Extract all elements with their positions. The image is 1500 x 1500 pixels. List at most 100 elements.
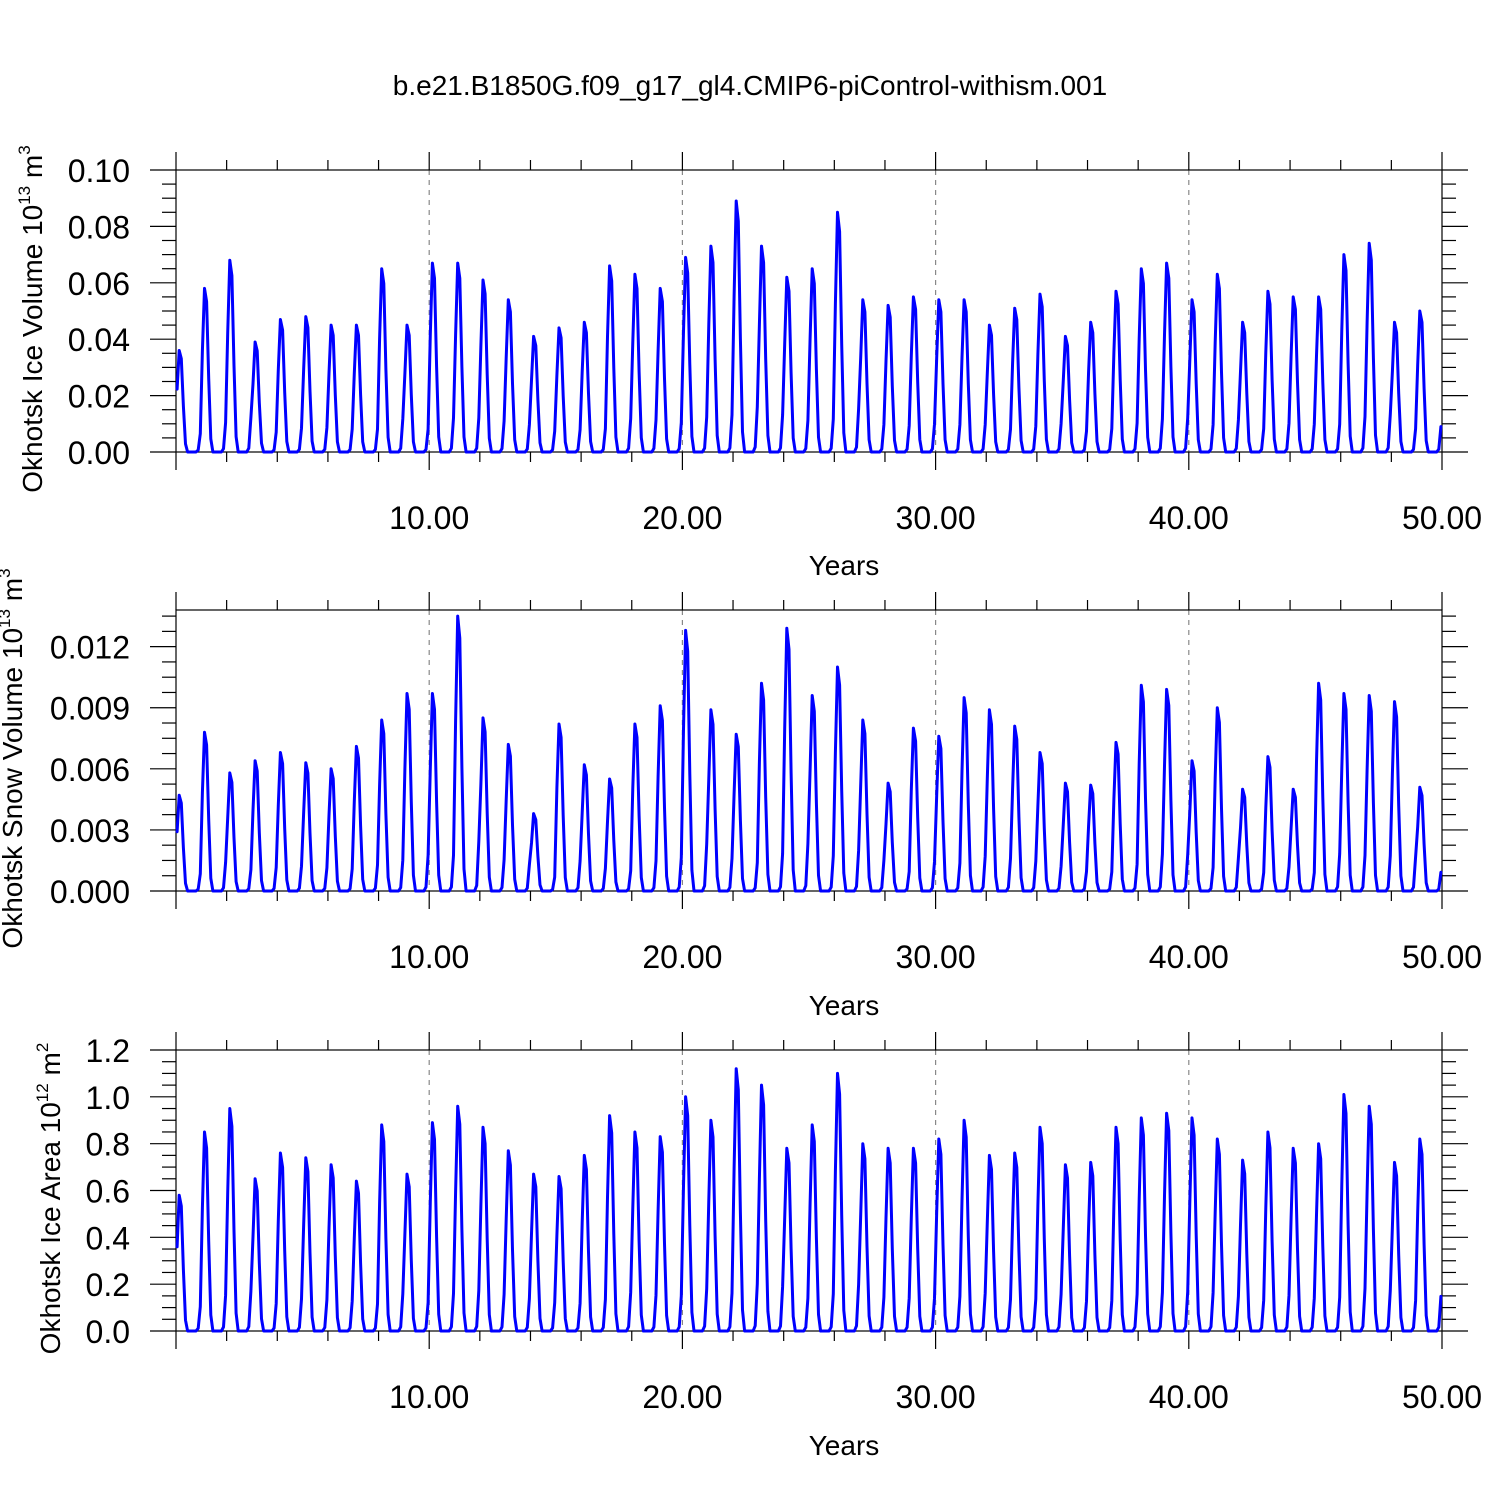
annual-peak-point <box>380 1123 383 1127</box>
annual-peak-point <box>1140 1116 1143 1120</box>
annual-peak-point <box>507 743 510 746</box>
annual-peak-point <box>1165 261 1168 265</box>
panel-ice-volume: 0.00 0.02 0.04 0.06 0.08 0.10 10.00 20.00 30.00 4… <box>15 145 1482 581</box>
y-tick-label: 0.2 <box>86 1267 130 1303</box>
annual-peak-point <box>355 1179 358 1183</box>
annual-peak-point <box>1190 1116 1194 1120</box>
annual-peak-point <box>1418 1137 1422 1141</box>
annual-peak-point <box>583 321 586 324</box>
annual-peak-point <box>1266 1130 1270 1134</box>
y-tick-label: 0.012 <box>50 630 130 666</box>
x-tick-label: 10.00 <box>389 939 469 975</box>
annual-peak-point <box>861 1142 865 1145</box>
chart-title: b.e21.B1850G.f09_g17_gl4.CMIP6-piControl… <box>393 70 1107 101</box>
annual-peak-point <box>810 267 814 270</box>
annual-peak-point <box>329 1163 333 1166</box>
annual-peak-point <box>304 1156 307 1159</box>
y-tick-label: 0.006 <box>50 752 130 788</box>
y-tick-label: 1.2 <box>86 1033 130 1069</box>
series-line <box>175 199 1443 454</box>
annual-peak-point <box>735 199 738 203</box>
annual-peak-point <box>1013 724 1016 728</box>
annual-peak-point <box>1089 1161 1092 1164</box>
x-tick-label: 20.00 <box>642 500 722 536</box>
annual-peak-point <box>1165 688 1168 691</box>
annual-peak-point <box>937 735 940 738</box>
annual-peak-point <box>1241 1158 1244 1162</box>
y-axis-title-superscript: 3 <box>15 145 34 154</box>
annual-peak-point <box>988 323 991 327</box>
annual-peak-point <box>886 304 890 307</box>
annual-peak-point <box>659 1135 662 1138</box>
annual-peak-point <box>1114 741 1118 744</box>
annual-peak-point <box>203 287 206 290</box>
annual-peak-point <box>532 812 535 815</box>
annual-peak-point <box>583 763 586 766</box>
annual-peak-point <box>937 298 940 301</box>
series-line <box>175 614 1443 893</box>
annual-peak-point <box>507 1149 510 1152</box>
annual-peak-point <box>177 1193 181 1197</box>
annual-peak-point <box>380 267 383 270</box>
annual-peak-point <box>1266 290 1270 293</box>
y-axis-title-superscript: 3 <box>0 568 14 577</box>
annual-peak-point <box>836 1072 839 1075</box>
annual-peak-point <box>684 629 687 632</box>
annual-peak-point <box>1089 783 1092 787</box>
x-tick-label: 10.00 <box>389 500 469 536</box>
annual-peak-point <box>810 694 814 697</box>
annual-peak-point <box>304 315 307 318</box>
annual-peak-point <box>760 682 763 685</box>
annual-peak-point <box>886 1147 890 1150</box>
annual-peak-point <box>456 614 459 618</box>
annual-peak-point <box>1342 1093 1346 1096</box>
annual-peak-point <box>608 777 611 781</box>
y-tick-label: 0.009 <box>50 691 130 727</box>
annual-peak-point <box>1140 267 1143 270</box>
annual-peak-point <box>1418 309 1422 313</box>
annual-peak-point <box>1317 295 1320 299</box>
annual-peak-point <box>684 1095 687 1099</box>
x-axis-title: Years <box>809 990 880 1021</box>
annual-peak-point <box>557 326 561 330</box>
annual-peak-point <box>1292 1147 1295 1150</box>
annual-peak-point <box>1190 298 1194 301</box>
x-tick-label: 10.00 <box>389 1379 469 1415</box>
annual-peak-point <box>431 1121 434 1124</box>
annual-peak-point <box>633 273 637 276</box>
plot-frame <box>175 169 1443 453</box>
annual-peak-point <box>861 718 865 722</box>
plot-frame <box>175 609 1443 892</box>
annual-peak-point <box>1368 694 1371 697</box>
annual-peak-point <box>253 759 257 762</box>
annual-peak-point <box>228 1107 232 1110</box>
annual-peak-point <box>481 716 485 720</box>
annual-peak-point <box>1013 1151 1016 1155</box>
annual-peak-point <box>1342 692 1346 695</box>
y-tick-label: 0.00 <box>68 435 130 471</box>
y-tick-label: 0.4 <box>86 1220 130 1256</box>
annual-peak-point <box>785 275 789 279</box>
y-axis-title: Okhotsk Snow Volume 1013 m3 <box>0 568 28 948</box>
annual-peak-point <box>937 1137 940 1141</box>
annual-peak-point <box>1241 787 1244 791</box>
annual-peak-point <box>1317 682 1320 685</box>
annual-peak-point <box>329 323 333 327</box>
annual-peak-point <box>481 278 485 282</box>
annual-peak-point <box>1292 295 1295 299</box>
annual-peak-point <box>735 733 738 736</box>
annual-peak-point <box>1038 751 1042 754</box>
x-tick-label: 30.00 <box>896 500 976 536</box>
annual-peak-point <box>633 1130 637 1134</box>
annual-peak-point <box>962 298 966 301</box>
annual-peak-point <box>988 708 991 711</box>
annual-peak-point <box>1114 290 1118 293</box>
annual-peak-point <box>329 767 333 771</box>
y-tick-label: 0.02 <box>68 379 130 415</box>
annual-peak-point <box>203 1130 206 1134</box>
annual-peak-point <box>557 722 561 726</box>
annual-peak-point <box>481 1126 485 1129</box>
x-tick-label: 40.00 <box>1149 500 1229 536</box>
annual-peak-point <box>709 708 713 711</box>
